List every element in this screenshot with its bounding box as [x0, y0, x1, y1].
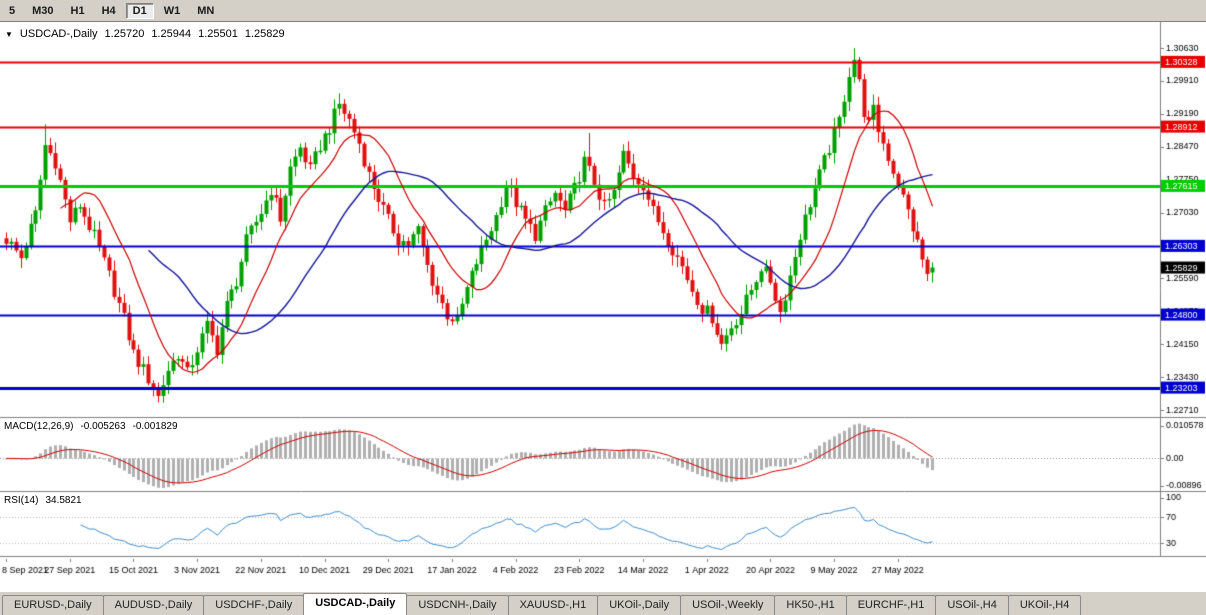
chart-tab-usoil-weekly[interactable]: USOil-,Weekly [680, 595, 776, 615]
chart-tab-eurusd-daily[interactable]: EURUSD-,Daily [2, 595, 104, 615]
quote-high: 1.25944 [151, 28, 192, 40]
chart-tab-ukoil-h4[interactable]: UKOil-,H4 [1007, 595, 1082, 615]
timeframe-button-h1[interactable]: H1 [70, 4, 85, 17]
chart-tab-usdchf-daily[interactable]: USDCHF-,Daily [203, 595, 305, 615]
price-chart-canvas[interactable] [0, 22, 1206, 591]
timeframe-button-w1[interactable]: W1 [163, 4, 181, 17]
macd-title: MACD(12,26,9) [4, 421, 74, 432]
chart-symbol-label: USDCAD-,Daily [19, 28, 98, 40]
rsi-indicator-label: RSI(14) 34.5821 [4, 495, 82, 506]
quote-low: 1.25501 [198, 28, 238, 40]
rsi-value: 34.5821 [45, 495, 82, 506]
macd-indicator-label: MACD(12,26,9) -0.005263 -0.001829 [4, 421, 178, 432]
timeframe-button-d1[interactable]: D1 [125, 2, 154, 19]
timeframe-toolbar: 5 M30 H1 H4 D1 W1 MN [0, 0, 1206, 22]
chart-tab-hk50-h1[interactable]: HK50-,H1 [774, 595, 847, 615]
dropdown-triangle-icon[interactable]: ▼ [5, 29, 13, 39]
chart-header: ▼ USDCAD-,Daily 1.25720 1.25944 1.25501 … [5, 28, 285, 40]
chart-tabs: EURUSD-,Daily AUDUSD-,Daily USDCHF-,Daily U… [0, 591, 1206, 615]
timeframe-button-5[interactable]: 5 [9, 4, 16, 17]
macd-signal-value: -0.001829 [132, 421, 178, 432]
rsi-title: RSI(14) [4, 495, 39, 506]
chart-tab-eurchf-h1[interactable]: EURCHF-,H1 [845, 595, 937, 615]
chart-tab-ukoil-daily[interactable]: UKOil-,Daily [597, 595, 682, 615]
timeframe-button-h4[interactable]: H4 [101, 4, 116, 17]
chart-tab-xauusd-h1[interactable]: XAUUSD-,H1 [507, 595, 599, 615]
timeframe-button-m30[interactable]: M30 [32, 4, 54, 17]
quote-open: 1.25720 [104, 28, 145, 40]
chart-region: ▼ USDCAD-,Daily 1.25720 1.25944 1.25501 … [0, 22, 1206, 591]
chart-tab-usoil-h4[interactable]: USOil-,H4 [935, 595, 1009, 615]
macd-main-value: -0.005263 [80, 421, 126, 432]
chart-tab-audusd-daily[interactable]: AUDUSD-,Daily [102, 595, 205, 615]
timeframe-button-mn[interactable]: MN [197, 4, 215, 17]
chart-tab-usdcad-daily[interactable]: USDCAD-,Daily [303, 593, 408, 615]
quote-close: 1.25829 [244, 28, 285, 40]
chart-tab-usdcnh-daily[interactable]: USDCNH-,Daily [406, 595, 509, 615]
